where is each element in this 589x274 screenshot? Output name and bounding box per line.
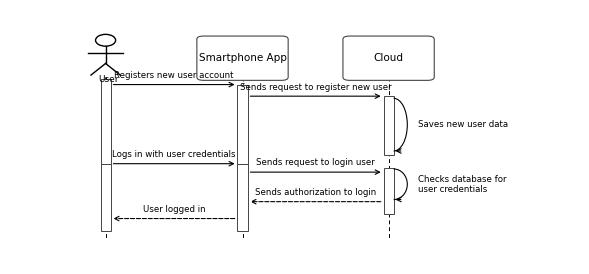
Text: Sends request to login user: Sends request to login user bbox=[256, 158, 375, 167]
Text: Checks database for
user credentials: Checks database for user credentials bbox=[418, 175, 507, 194]
Text: Saves new user data: Saves new user data bbox=[418, 120, 508, 129]
FancyBboxPatch shape bbox=[343, 36, 434, 80]
Text: Smartphone App: Smartphone App bbox=[198, 53, 286, 63]
Bar bbox=[383, 96, 393, 155]
Text: User logged in: User logged in bbox=[143, 205, 206, 214]
Text: Sends authorization to login: Sends authorization to login bbox=[255, 188, 376, 197]
Bar bbox=[237, 164, 247, 231]
Bar bbox=[101, 79, 111, 164]
Text: Logs in with user credentials: Logs in with user credentials bbox=[112, 150, 236, 159]
Text: User: User bbox=[99, 75, 119, 84]
Bar bbox=[383, 168, 393, 214]
Bar bbox=[237, 85, 247, 164]
FancyBboxPatch shape bbox=[197, 36, 288, 80]
Text: Sends request to register new user: Sends request to register new user bbox=[240, 82, 391, 92]
Bar bbox=[101, 164, 111, 231]
Text: Cloud: Cloud bbox=[373, 53, 403, 63]
Text: Registers new user account: Registers new user account bbox=[114, 71, 234, 80]
